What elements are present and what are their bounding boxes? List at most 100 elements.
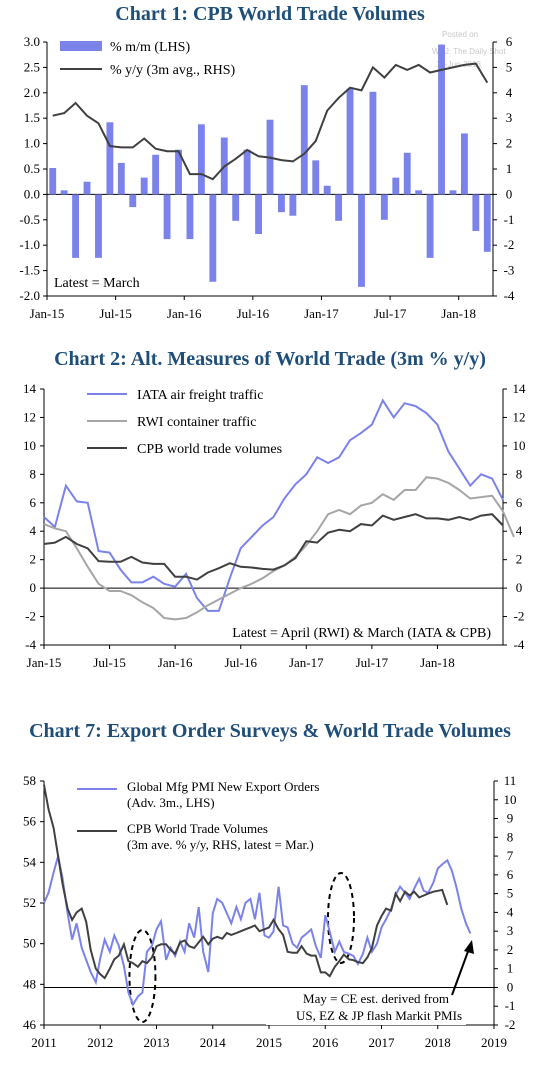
chart1-right-tick-label: 3 bbox=[506, 110, 513, 125]
chart1-x-tick-label: Jul-15 bbox=[99, 306, 132, 321]
chart3-x-tick-label: 2016 bbox=[312, 1035, 339, 1050]
chart3-right-tick-label: 2 bbox=[507, 942, 514, 957]
chart1-left-tick-label: -1.0 bbox=[19, 237, 40, 252]
chart3-right-tick-label: 3 bbox=[507, 923, 514, 938]
chart1-bar bbox=[209, 194, 217, 282]
chart2-left-tick-label: 12 bbox=[23, 409, 36, 424]
chart1-right-tick-label: 2 bbox=[506, 136, 513, 151]
chart1-bar bbox=[232, 194, 240, 221]
chart3-x-tick-label: 2011 bbox=[31, 1035, 57, 1050]
chart1-legend-bar-label: % m/m (LHS) bbox=[110, 40, 190, 55]
chart3-annotation-arrowhead bbox=[464, 940, 474, 954]
chart1-x-tick-label: Jan-18 bbox=[441, 306, 476, 321]
chart1-plot: 3.0 2.5 2.0 1.5 1.0 0.5 0.0 -0.5 -1.0 -1.5 -2.0 6 5 4… bbox=[19, 34, 515, 321]
chart3-left-tick-label: 48 bbox=[23, 976, 36, 991]
chart1-bar bbox=[483, 194, 491, 252]
chart1-right-tick-label: -4 bbox=[504, 288, 515, 303]
chart3-right-tick-label: 10 bbox=[504, 792, 517, 807]
chart1-left-tick-label: 2.0 bbox=[24, 85, 40, 100]
chart1-bar bbox=[289, 194, 297, 216]
chart1-title: Chart 1: CPB World Trade Volumes bbox=[115, 3, 425, 25]
chart3-x-tick-label: 2013 bbox=[144, 1035, 170, 1050]
chart2-series-line bbox=[43, 513, 504, 581]
chart3-annotation-arrow bbox=[451, 945, 471, 996]
chart1-bar bbox=[197, 124, 205, 195]
chart3-cpb-line bbox=[43, 784, 449, 980]
chart1-bar bbox=[129, 194, 137, 208]
chart2-x-tick-label: Jan-15 bbox=[27, 655, 62, 670]
chart1-bar bbox=[460, 133, 468, 195]
chart2-left-tick-label: 14 bbox=[23, 381, 37, 396]
chart1-right-tick-label: 5 bbox=[506, 59, 513, 74]
chart1-bar bbox=[117, 162, 125, 195]
chart1-bar bbox=[255, 194, 262, 235]
chart1-bar bbox=[243, 149, 251, 195]
chart2-left-tick-label: -2 bbox=[25, 609, 36, 624]
chart3-x-tick-label: 2014 bbox=[200, 1035, 227, 1050]
chart3-legend-label: (3m ave. % y/y, RHS, latest = Mar.) bbox=[127, 837, 314, 852]
chart1-bar bbox=[403, 152, 411, 195]
chart1-bar bbox=[152, 154, 160, 195]
chart2-right-tick-label: 12 bbox=[513, 409, 526, 424]
chart3-left-tick-label: 50 bbox=[23, 936, 36, 951]
chart2-left-tick-label: 2 bbox=[30, 552, 37, 567]
chart3-legend-label: Global Mfg PMI New Export Orders bbox=[127, 779, 319, 794]
chart1-right-tick-label: 4 bbox=[506, 85, 513, 100]
chart3-right-tick-label: -1 bbox=[505, 998, 516, 1013]
chart3-annotation: May = CE est. derived from bbox=[303, 991, 449, 1006]
chart3-right-tick-label: 11 bbox=[504, 773, 517, 788]
chart2-left-tick-label: -4 bbox=[25, 637, 36, 652]
chart1-left-tick-label: 2.5 bbox=[24, 59, 40, 74]
chart3-x-tick-label: 2015 bbox=[256, 1035, 282, 1050]
chart2-right-tick-label: -2 bbox=[514, 609, 525, 624]
chart2-right-tick-label: 2 bbox=[516, 552, 523, 567]
chart2-x-tick-label: Jan-17 bbox=[289, 655, 324, 670]
chart2-right-tick-label: 10 bbox=[513, 438, 526, 453]
chart1-left-tick-label: -0.5 bbox=[19, 212, 40, 227]
chart3-title: Chart 7: Export Order Surveys & World Tr… bbox=[29, 720, 511, 742]
chart3-right-tick-label: -2 bbox=[505, 1017, 516, 1032]
chart1-bar bbox=[300, 85, 308, 195]
chart1-right-tick-label: -3 bbox=[504, 263, 515, 278]
chart3-legend-label: CPB World Trade Volumes bbox=[127, 821, 268, 836]
chart1-bar bbox=[83, 181, 91, 195]
chart2-x-tick-label: Jul-16 bbox=[224, 655, 257, 670]
chart1-right-tick-label: 0 bbox=[506, 186, 513, 201]
chart1-bar bbox=[278, 194, 285, 213]
chart1-left-tick-label: 1.0 bbox=[24, 136, 40, 151]
chart3-pmi-line bbox=[43, 855, 472, 1007]
chart3-left-tick-label: 46 bbox=[23, 1017, 37, 1032]
chart2-x-tick-label: Jan-16 bbox=[158, 655, 193, 670]
chart2-right-tick-label: -4 bbox=[514, 637, 525, 652]
chart3-right-tick-label: 1 bbox=[507, 961, 514, 976]
chart3-legend-label: (Adv. 3m., LHS) bbox=[127, 795, 215, 810]
chart1-bar bbox=[60, 190, 68, 195]
chart3-left-tick-label: 56 bbox=[23, 814, 37, 829]
chart1-right-tick-label: -1 bbox=[504, 212, 515, 227]
chart1-bar bbox=[472, 194, 480, 231]
chart1-annotation: Latest = March bbox=[54, 276, 140, 291]
chart1-x-tick-label: Jan-15 bbox=[30, 306, 65, 321]
chart1-bar bbox=[163, 194, 171, 240]
chart2-right-tick-label: 14 bbox=[513, 381, 527, 396]
chart2-series-line bbox=[43, 398, 504, 612]
chart2-right-tick-label: 8 bbox=[516, 466, 523, 481]
chart2-right-tick-label: 0 bbox=[516, 580, 523, 595]
chart2-annotation: Latest = April (RWI) & March (IATA & CPB… bbox=[232, 626, 491, 641]
chart3-right-tick-label: 9 bbox=[507, 811, 514, 826]
chart1-bar bbox=[426, 194, 434, 258]
chart3-x-tick-label: 2019 bbox=[481, 1035, 507, 1050]
chart3-right-tick-label: 8 bbox=[507, 829, 514, 844]
chart2-right-tick-label: 6 bbox=[516, 495, 523, 510]
chart1-bar bbox=[449, 190, 457, 195]
chart1-left-tick-label: 1.5 bbox=[24, 110, 40, 125]
chart1-right-tick-label: 6 bbox=[506, 34, 513, 49]
chart2-left-tick-label: 8 bbox=[30, 466, 37, 481]
chart3-right-tick-label: 5 bbox=[507, 886, 514, 901]
chart1-legend-line-label: % y/y (3m avg., RHS) bbox=[110, 63, 236, 78]
chart2-left-tick-label: 10 bbox=[23, 438, 36, 453]
chart1-bar bbox=[335, 194, 343, 221]
chart2-x-tick-label: Jul-15 bbox=[93, 655, 126, 670]
chart2-title: Chart 2: Alt. Measures of World Trade (3… bbox=[54, 348, 486, 370]
